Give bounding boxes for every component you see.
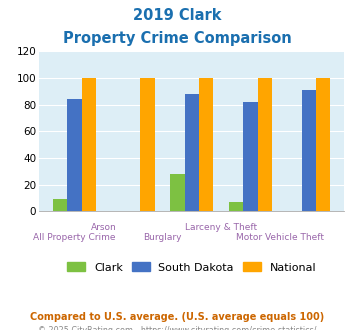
Bar bbox=[185, 94, 199, 211]
Text: Larceny & Theft: Larceny & Theft bbox=[185, 223, 257, 232]
Bar bbox=[53, 199, 67, 211]
Text: 2019 Clark: 2019 Clark bbox=[133, 8, 222, 23]
Bar bbox=[302, 90, 316, 211]
Legend: Clark, South Dakota, National: Clark, South Dakota, National bbox=[64, 259, 320, 276]
Bar bbox=[140, 78, 154, 211]
Text: © 2025 CityRating.com - https://www.cityrating.com/crime-statistics/: © 2025 CityRating.com - https://www.city… bbox=[38, 326, 317, 330]
Bar bbox=[229, 202, 243, 211]
Bar bbox=[199, 78, 213, 211]
Text: Property Crime Comparison: Property Crime Comparison bbox=[63, 31, 292, 46]
Bar bbox=[316, 78, 331, 211]
Bar bbox=[257, 78, 272, 211]
Text: All Property Crime: All Property Crime bbox=[33, 233, 116, 242]
Bar bbox=[170, 174, 185, 211]
Text: Motor Vehicle Theft: Motor Vehicle Theft bbox=[236, 233, 324, 242]
Text: Burglary: Burglary bbox=[143, 233, 182, 242]
Text: Arson: Arson bbox=[91, 223, 116, 232]
Bar bbox=[243, 102, 257, 211]
Text: Compared to U.S. average. (U.S. average equals 100): Compared to U.S. average. (U.S. average … bbox=[31, 312, 324, 322]
Bar bbox=[82, 78, 96, 211]
Bar bbox=[67, 99, 82, 211]
